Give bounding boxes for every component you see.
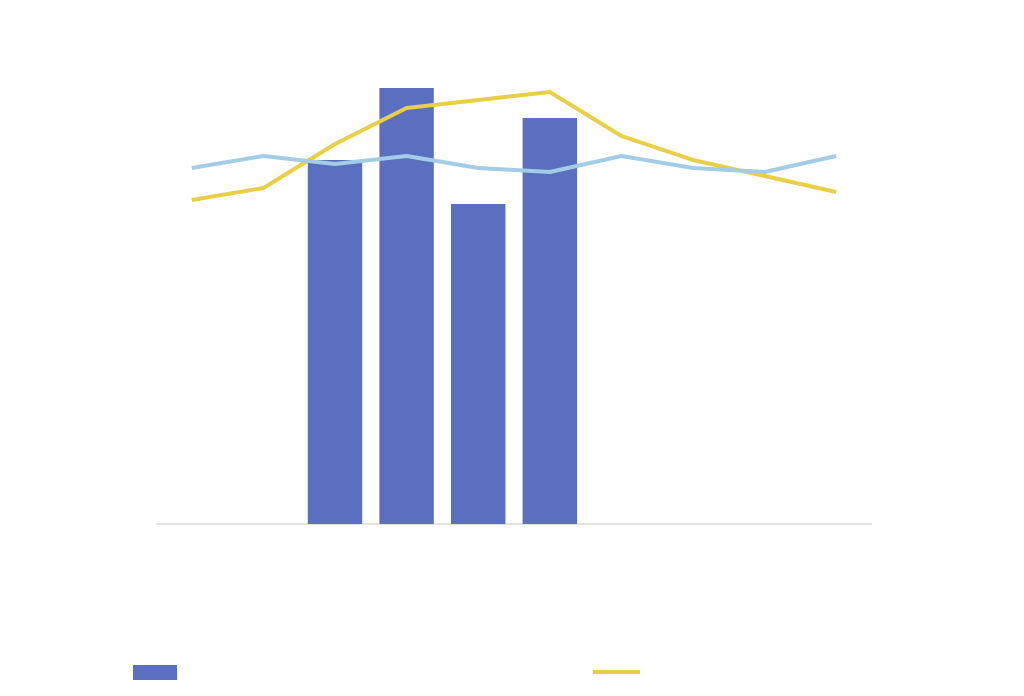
legend-swatch bbox=[133, 665, 177, 680]
bar bbox=[307, 160, 363, 524]
bar bbox=[379, 88, 434, 524]
line bbox=[191, 154, 837, 174]
bar bbox=[522, 118, 578, 524]
bar bbox=[450, 204, 506, 524]
line bbox=[191, 90, 837, 202]
